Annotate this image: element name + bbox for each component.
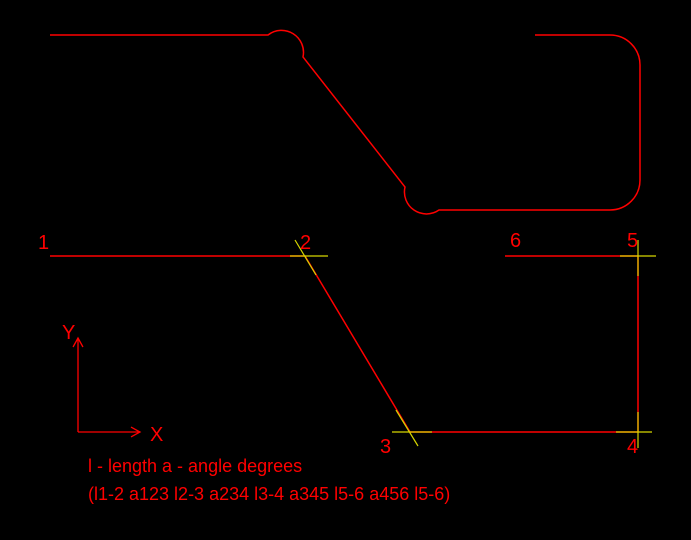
point-label-3: 3 [380, 436, 391, 459]
axis-x-label: X [150, 424, 163, 447]
point-label-6: 6 [510, 230, 521, 253]
legend-line-2: (l1-2 a123 l2-3 a234 l3-4 a345 l5-6 a456… [88, 484, 450, 505]
point-label-2: 2 [300, 232, 311, 255]
legend-line-1: l - length a - angle degrees [88, 456, 302, 477]
point-label-1: 1 [38, 232, 49, 255]
axis-y-label: Y [62, 322, 75, 345]
top-profile-curve [50, 30, 640, 214]
lower-polyline [50, 256, 638, 432]
vertex-marker [396, 410, 418, 446]
point-label-5: 5 [627, 230, 638, 253]
point-label-4: 4 [627, 436, 638, 459]
